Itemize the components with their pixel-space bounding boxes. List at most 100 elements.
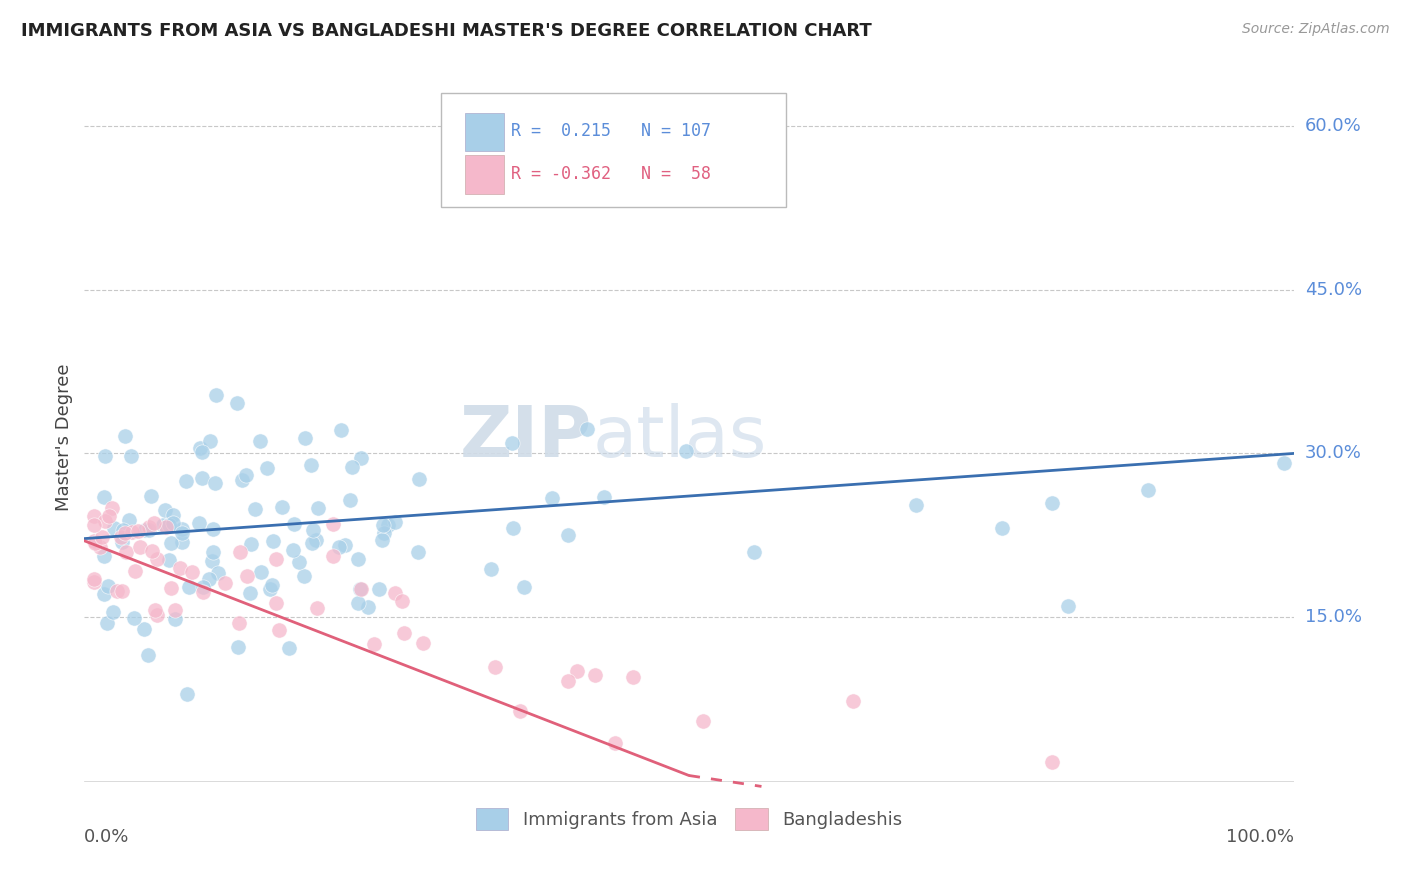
Point xyxy=(243,596,266,610)
Point xyxy=(107,524,129,538)
Point xyxy=(267,515,290,529)
Point xyxy=(111,523,134,537)
Point xyxy=(129,603,152,617)
Point xyxy=(240,459,263,474)
Point xyxy=(174,468,197,483)
Point xyxy=(245,552,267,566)
Point xyxy=(125,518,148,533)
Point xyxy=(114,520,136,534)
Point xyxy=(79,572,101,586)
Point xyxy=(195,623,218,637)
Point xyxy=(155,476,177,491)
Point xyxy=(104,610,127,624)
Text: ZIP: ZIP xyxy=(460,402,592,472)
Text: IMMIGRANTS FROM ASIA VS BANGLADESHI MASTER'S DEGREE CORRELATION CHART: IMMIGRANTS FROM ASIA VS BANGLADESHI MAST… xyxy=(21,22,872,40)
Point xyxy=(134,535,156,549)
Point xyxy=(554,694,576,708)
Point xyxy=(647,521,669,535)
Point xyxy=(236,538,259,552)
Point xyxy=(117,603,139,617)
Point xyxy=(138,687,160,701)
Point xyxy=(180,501,202,516)
Point xyxy=(86,549,108,564)
Point xyxy=(86,449,108,463)
Point xyxy=(156,388,179,402)
Point xyxy=(91,606,114,620)
Point xyxy=(115,489,138,503)
Point xyxy=(246,582,269,596)
Point xyxy=(111,622,134,636)
Point xyxy=(492,545,515,559)
Point xyxy=(183,434,205,448)
Point xyxy=(114,524,136,538)
Text: 45.0%: 45.0% xyxy=(1305,281,1362,299)
Point xyxy=(460,714,482,728)
Point xyxy=(117,516,139,531)
Point xyxy=(103,524,125,539)
Point xyxy=(347,580,370,594)
Point xyxy=(219,501,242,516)
Point xyxy=(239,492,262,507)
Point xyxy=(118,551,141,566)
Point xyxy=(157,566,180,580)
Point xyxy=(169,640,191,654)
Point xyxy=(98,429,121,443)
Point xyxy=(128,581,150,595)
Point xyxy=(148,584,170,599)
Point xyxy=(201,640,224,655)
Point xyxy=(90,501,112,516)
Point xyxy=(83,540,105,554)
Point xyxy=(84,530,107,544)
Point xyxy=(174,568,197,582)
Point xyxy=(193,552,215,566)
Point xyxy=(103,450,125,464)
Point xyxy=(190,578,212,592)
Point xyxy=(124,502,146,516)
Text: 30.0%: 30.0% xyxy=(1305,444,1361,462)
Point xyxy=(254,637,277,651)
Point xyxy=(169,396,191,410)
Point xyxy=(94,584,117,599)
Point xyxy=(346,704,368,718)
Point xyxy=(271,593,294,607)
Point xyxy=(170,545,193,559)
Point xyxy=(1101,441,1123,455)
Point xyxy=(250,599,273,614)
Point xyxy=(218,533,240,548)
Point xyxy=(145,516,167,531)
Point xyxy=(852,482,875,496)
Point xyxy=(259,533,281,547)
Point xyxy=(86,587,108,601)
Point xyxy=(128,508,150,523)
Point xyxy=(260,517,283,532)
Point xyxy=(187,461,209,475)
Point xyxy=(148,580,170,594)
Point xyxy=(281,544,304,558)
Point xyxy=(152,434,174,448)
Point xyxy=(381,664,404,678)
Point xyxy=(257,582,280,596)
Text: 60.0%: 60.0% xyxy=(1305,117,1361,135)
Point xyxy=(172,473,194,487)
Point xyxy=(124,520,146,534)
FancyBboxPatch shape xyxy=(465,155,503,194)
Point xyxy=(138,580,160,594)
Point xyxy=(108,540,131,554)
Point xyxy=(129,516,152,530)
FancyBboxPatch shape xyxy=(441,94,786,207)
Y-axis label: Master's Degree: Master's Degree xyxy=(55,363,73,511)
Text: 15.0%: 15.0% xyxy=(1305,608,1361,626)
Point xyxy=(273,625,295,640)
Point xyxy=(153,522,176,536)
Point xyxy=(105,564,128,578)
Point xyxy=(217,523,239,537)
Point xyxy=(87,579,110,593)
Point xyxy=(267,586,290,600)
Point xyxy=(193,596,215,610)
Point xyxy=(79,517,101,532)
Point xyxy=(207,555,229,569)
Point xyxy=(153,554,176,568)
Point xyxy=(211,431,233,445)
Point xyxy=(79,509,101,524)
Point xyxy=(228,549,250,563)
